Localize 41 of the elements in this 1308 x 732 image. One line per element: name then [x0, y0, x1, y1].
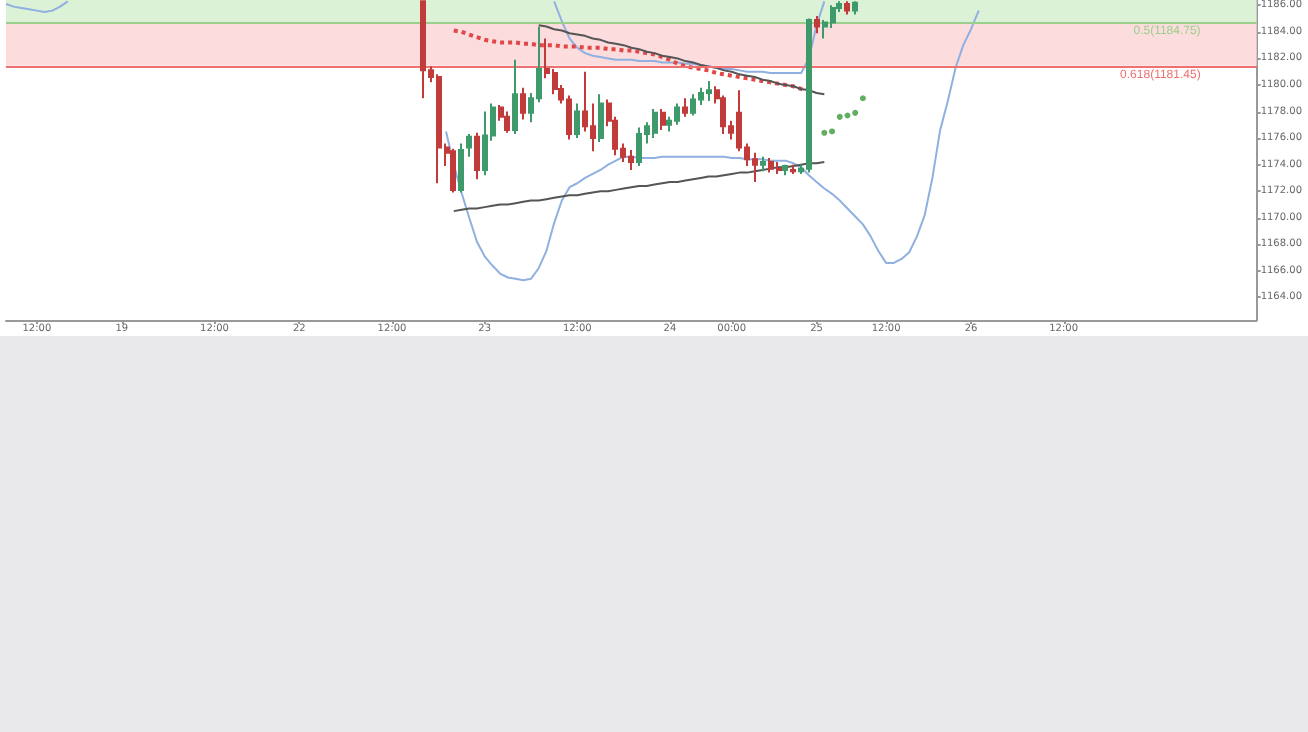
candlestick: [450, 147, 456, 194]
candlestick: [574, 102, 580, 140]
candlestick: [760, 155, 766, 173]
candlestick: [814, 14, 820, 35]
line-series: [553, 0, 826, 75]
candlestick: [682, 97, 688, 118]
candlestick: [504, 110, 510, 134]
candlestick: [628, 149, 634, 171]
line-series: [452, 160, 826, 213]
candlestick: [466, 133, 472, 158]
point: [821, 129, 828, 136]
candlestick: [512, 58, 518, 136]
candlestick: [660, 107, 666, 132]
candlestick: [436, 73, 442, 185]
candlestick: [752, 151, 758, 183]
candlestick: [636, 126, 642, 167]
candlestick: [420, 0, 426, 100]
point: [836, 113, 843, 120]
point: [859, 95, 866, 102]
candlestick: [776, 160, 782, 175]
candlestick: [852, 0, 858, 16]
candlestick: [458, 142, 464, 194]
candlestick: [652, 107, 658, 140]
candlestick: [482, 110, 488, 177]
candlestick: [720, 94, 726, 136]
candlestick: [674, 102, 680, 126]
candlestick: [474, 131, 480, 181]
candlestick: [790, 163, 796, 175]
point: [852, 109, 859, 116]
candlestick: [598, 93, 604, 144]
candlestick: [782, 163, 788, 177]
line-series: [537, 24, 826, 96]
candlestick: [844, 0, 850, 16]
line-series: [445, 9, 980, 282]
candlestick: [768, 157, 774, 174]
point: [829, 128, 836, 135]
candlestick: [806, 17, 812, 174]
candlestick: [690, 93, 696, 117]
candlestick: [520, 86, 526, 121]
candlestick: [706, 80, 712, 102]
point: [844, 112, 851, 119]
